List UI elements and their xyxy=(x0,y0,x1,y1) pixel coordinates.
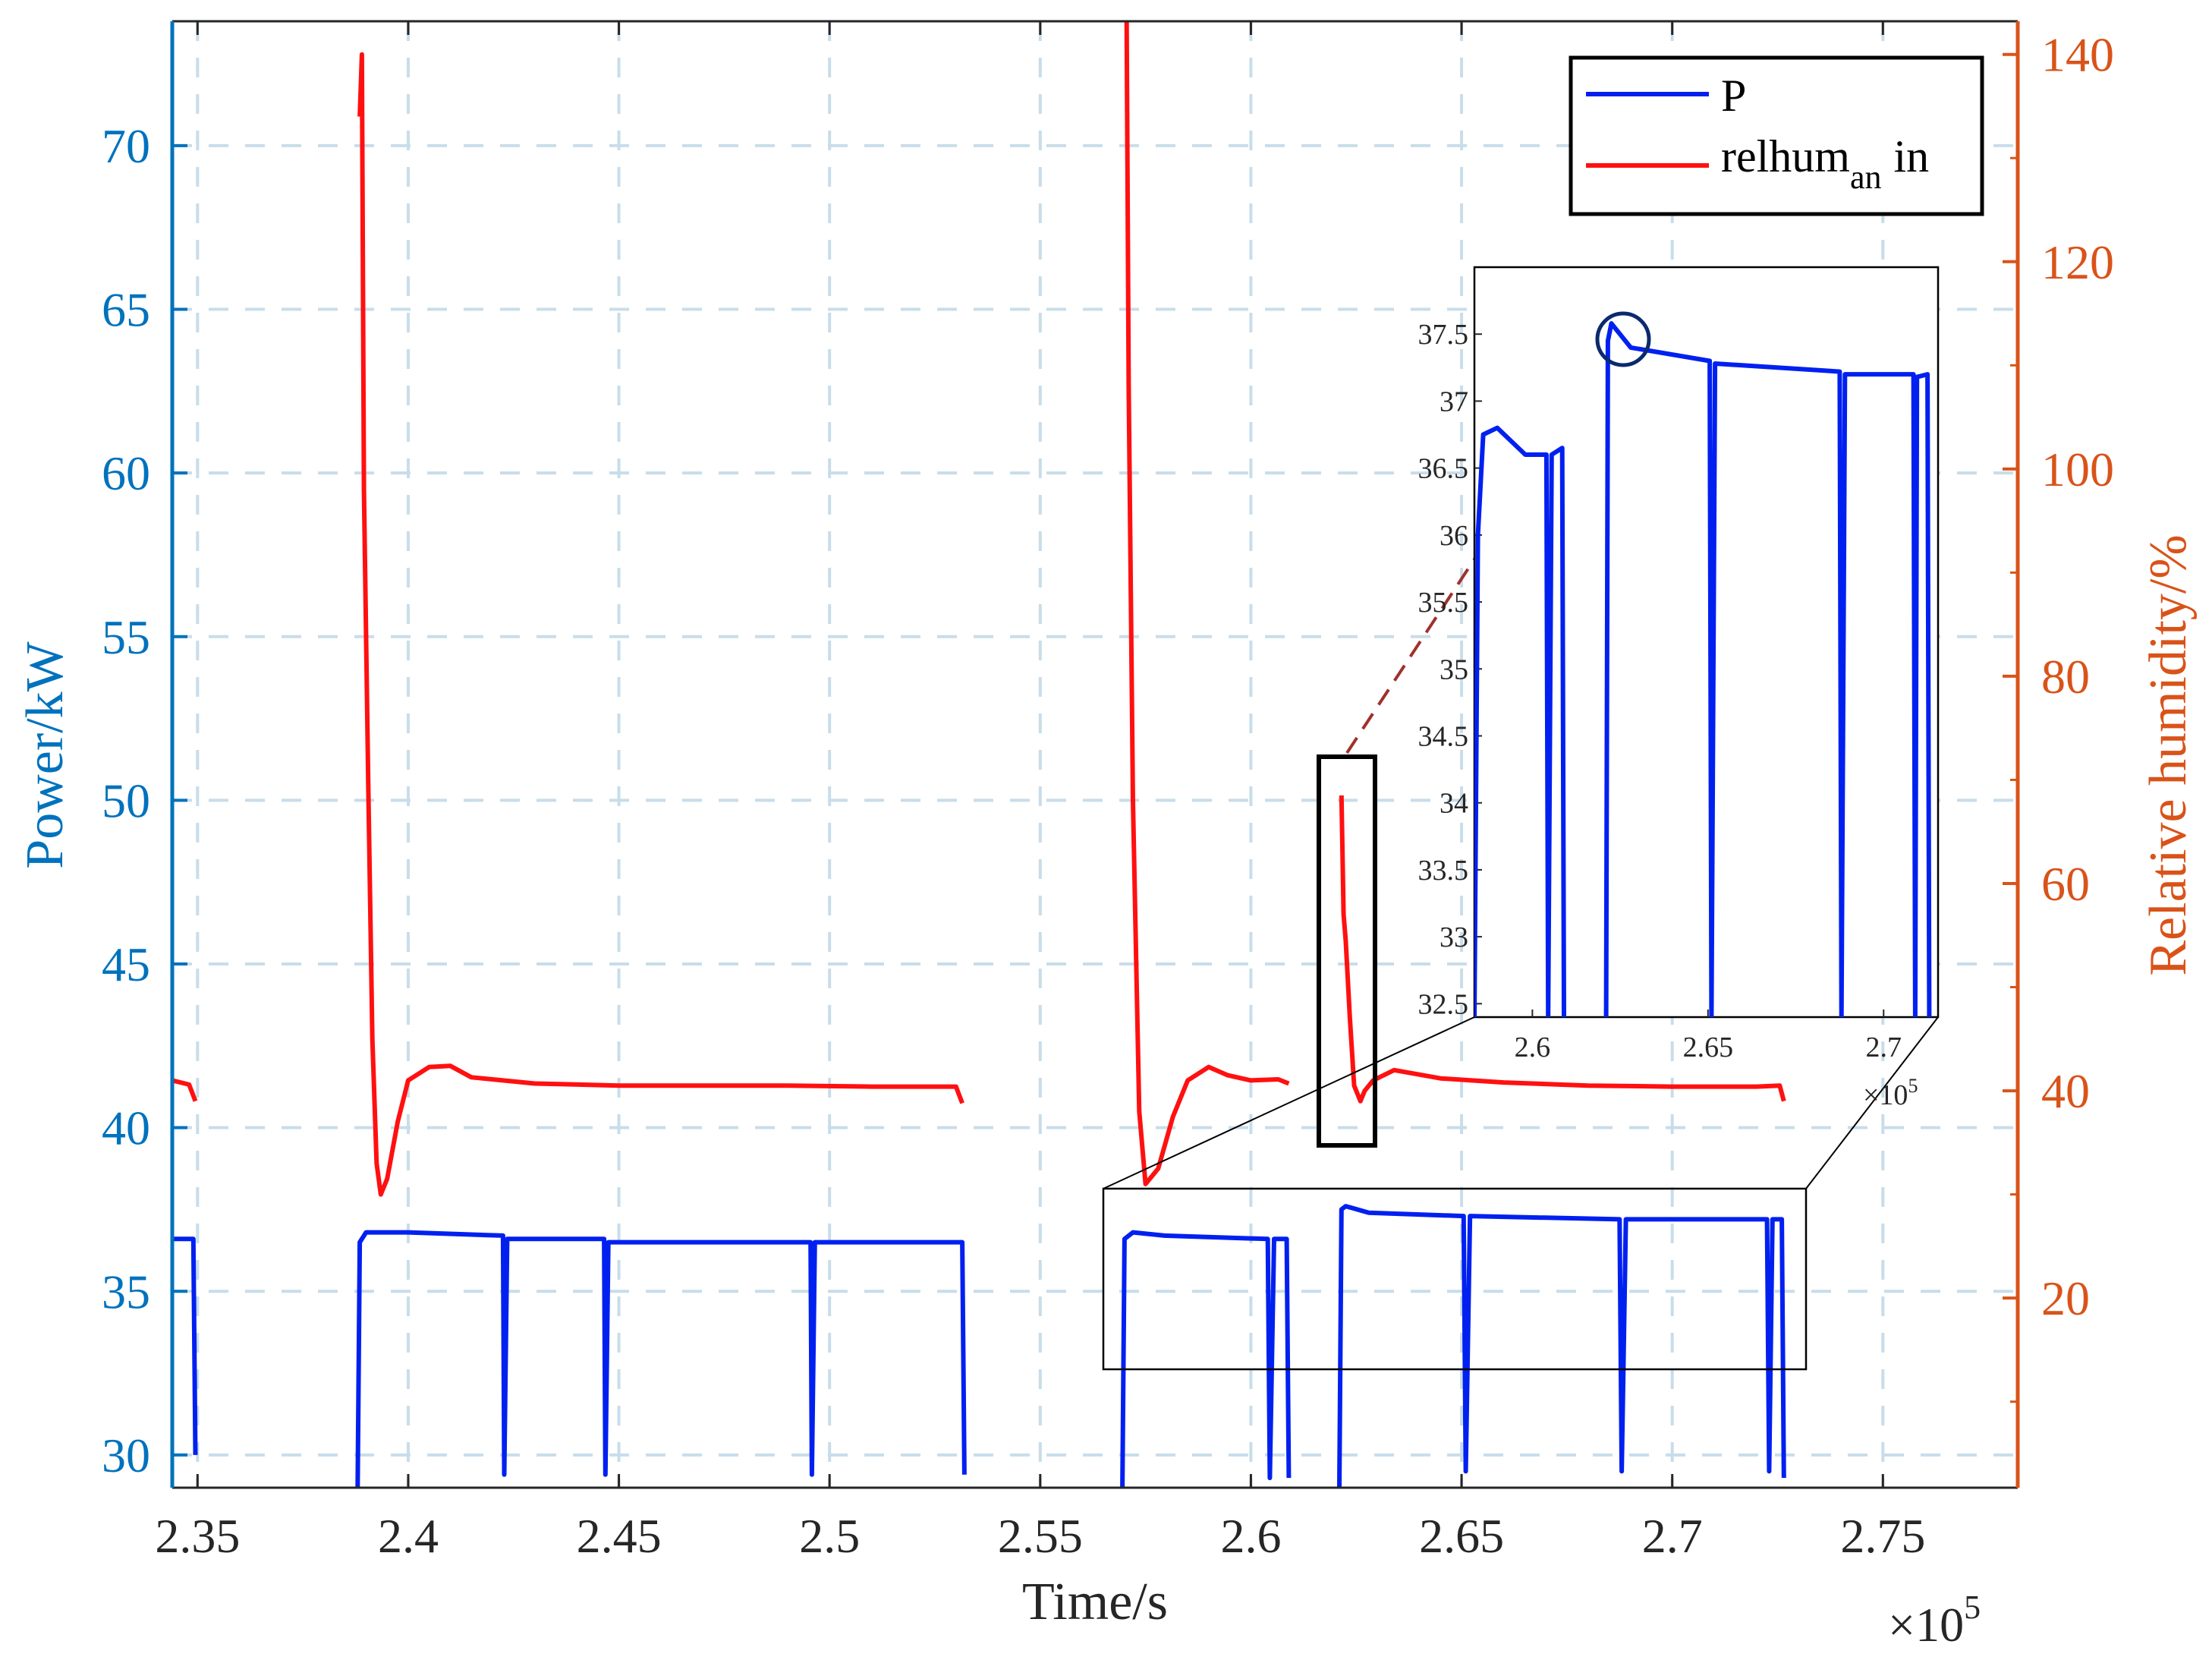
inset-series-line-power xyxy=(1474,425,1566,1017)
right-y-tick-label: 120 xyxy=(2041,235,2114,289)
left-y-tick-label: 35 xyxy=(102,1265,150,1318)
x-ticks: 2.35 2.4 2.45 2.5 2.55 2.6 2.65 2.7 2.75 xyxy=(155,21,1925,1563)
right-y-tick-label: 20 xyxy=(2041,1271,2090,1325)
inset-series-line-power xyxy=(1603,321,1932,1017)
right-y-tick-label: 60 xyxy=(2041,857,2090,911)
x-tick-label: 2.6 xyxy=(1220,1509,1281,1563)
right-y-tick-label: 100 xyxy=(2041,443,2114,496)
inset-y-tick-label: 32.5 xyxy=(1418,988,1469,1020)
legend-label-p: P xyxy=(1721,71,1746,121)
series-line-relhum xyxy=(357,52,964,1197)
series-line-relhum xyxy=(1124,21,1290,1186)
inset-plot: 32.5 33 33.5 34 34.5 35 35.5 36 36.5 37 37.5 2.6 2.6… xyxy=(1418,266,1940,1111)
x-tick-label: 2.5 xyxy=(799,1509,860,1563)
left-y-tick-label: 40 xyxy=(102,1101,150,1155)
peak-circle xyxy=(1595,311,1651,367)
x-tick-label: 2.35 xyxy=(155,1509,240,1563)
right-y-ticks: 20 40 60 80 100 120 140 xyxy=(2003,28,2114,1403)
series-line-relhum xyxy=(1339,795,1786,1104)
projection-line-left xyxy=(1103,1016,1475,1189)
left-y-tick-label: 55 xyxy=(102,610,150,664)
right-y-tick-label: 140 xyxy=(2041,28,2114,82)
x-tick-label: 2.75 xyxy=(1840,1509,1925,1563)
inset-x-tick-label: 2.65 xyxy=(1683,1032,1734,1063)
inset-y-tick-label: 37 xyxy=(1440,386,1468,417)
inset-x-tick-label: 2.6 xyxy=(1515,1032,1551,1063)
left-y-tick-label: 65 xyxy=(102,283,150,337)
inset-y-tick-label: 35.5 xyxy=(1418,587,1469,619)
series-line-power xyxy=(1120,1230,1292,1488)
inset-y-tick-label: 34.5 xyxy=(1418,721,1469,753)
inset-y-tick-label: 33.5 xyxy=(1418,855,1469,887)
legend-box xyxy=(1569,55,1984,216)
inset-y-tick-label: 34 xyxy=(1440,788,1468,820)
series-line-power xyxy=(172,1236,198,1455)
left-y-tick-label: 30 xyxy=(102,1428,150,1482)
inset-y-tick-label: 37.5 xyxy=(1418,319,1469,351)
x-tick-label: 2.55 xyxy=(998,1509,1083,1563)
right-y-tick-label: 80 xyxy=(2041,650,2090,704)
projection-line-right xyxy=(1805,1016,1939,1189)
right-y-tick-label: 40 xyxy=(2041,1064,2090,1118)
legend-label-relhum: relhuman in xyxy=(1721,131,1929,196)
left-y-tick-label: 50 xyxy=(102,773,150,827)
legend: P relhuman in xyxy=(1569,55,1984,216)
left-y-tick-label: 70 xyxy=(102,119,150,173)
x-tick-label: 2.65 xyxy=(1419,1509,1504,1563)
inset-y-tick-label: 33 xyxy=(1440,921,1468,953)
highlight-box xyxy=(1317,754,1377,1148)
series-line-power xyxy=(355,1230,967,1488)
x-tick-label: 2.45 xyxy=(577,1509,662,1563)
x-axis-label: Time/s xyxy=(1022,1573,1168,1631)
x-tick-label: 2.7 xyxy=(1642,1509,1703,1563)
inset-y-tick-label: 36 xyxy=(1440,520,1468,552)
series-layer xyxy=(172,21,1786,1488)
left-y-tick-label: 45 xyxy=(102,937,150,991)
right-y-axis-label: Relative humidity/% xyxy=(2139,534,2198,975)
inset-y-tick-label: 36.5 xyxy=(1418,453,1469,485)
zoom-source-box xyxy=(1102,1187,1808,1371)
left-y-axis-label: Power/kW xyxy=(16,641,74,868)
x-tick-label: 2.4 xyxy=(378,1509,439,1563)
inset-ticks: 32.5 33 33.5 34 34.5 35 35.5 36 36.5 37 37.5 2.6 2.6… xyxy=(1418,319,1902,1063)
inset-x-exponent: ×105 xyxy=(1863,1075,1918,1111)
inset-x-tick-label: 2.7 xyxy=(1866,1032,1902,1063)
series-line-relhum xyxy=(172,1078,198,1102)
left-y-ticks: 30 35 40 45 50 55 60 65 70 xyxy=(102,119,187,1482)
x-axis-exponent: ×105 xyxy=(1888,1589,1981,1652)
series-line-power xyxy=(1337,1204,1786,1488)
left-y-tick-label: 60 xyxy=(102,446,150,500)
inset-series xyxy=(1474,321,1932,1017)
inset-frame xyxy=(1473,266,1940,1019)
inset-y-tick-label: 35 xyxy=(1440,654,1468,685)
